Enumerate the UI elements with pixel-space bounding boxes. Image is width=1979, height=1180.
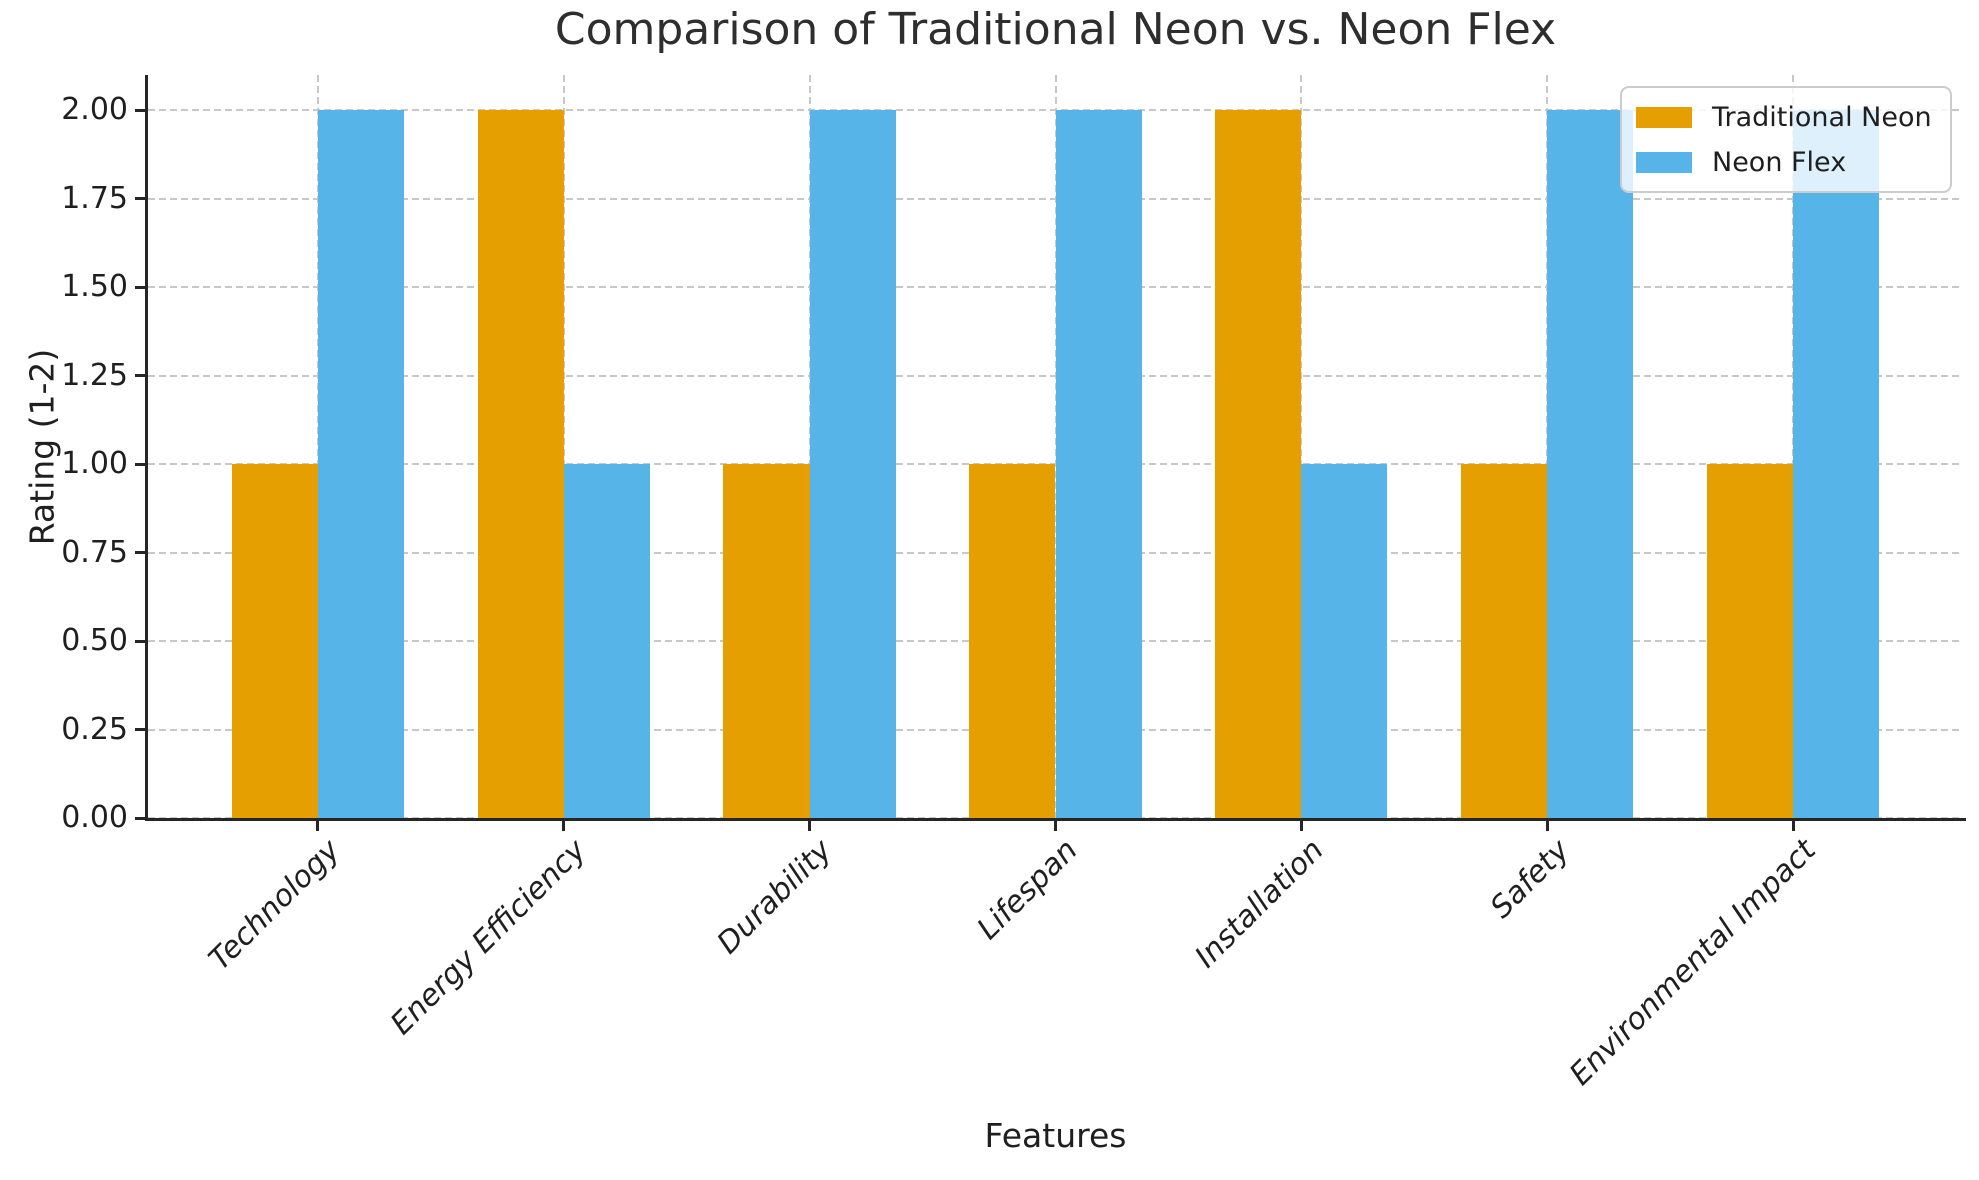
bar — [1793, 110, 1880, 818]
v-gridline — [1054, 75, 1057, 818]
x-tick-label: Environmental Impact — [1563, 832, 1823, 1093]
legend-row: Neon Flex — [1636, 142, 1932, 182]
y-tick-mark — [135, 816, 148, 820]
bar — [1055, 110, 1142, 818]
y-tick-mark — [135, 197, 148, 201]
y-tick-label: 0.50 — [61, 623, 128, 659]
x-tick-label: Safety — [1484, 832, 1577, 926]
chart-title: Comparison of Traditional Neon vs. Neon … — [554, 4, 1557, 55]
y-tick-label: 0.75 — [61, 534, 128, 570]
h-gridline — [148, 463, 1963, 466]
bar — [231, 464, 318, 818]
v-gridline — [1300, 75, 1303, 818]
legend: Traditional Neon Neon Flex — [1620, 86, 1952, 193]
v-gridline — [316, 75, 319, 818]
v-gridline — [808, 75, 811, 818]
legend-label: Traditional Neon — [1712, 101, 1932, 133]
x-tick-mark — [1299, 818, 1303, 831]
x-tick-mark — [808, 818, 812, 831]
x-tick-label: Energy Efficiency — [384, 832, 594, 1042]
x-tick-label: Technology — [202, 832, 348, 978]
bar — [1707, 464, 1794, 818]
y-tick-label: 1.25 — [61, 357, 128, 393]
x-tick-label: Installation — [1188, 832, 1331, 975]
bar — [317, 110, 404, 818]
legend-swatch — [1636, 151, 1692, 173]
bar — [477, 110, 564, 818]
x-tick-mark — [1545, 818, 1549, 831]
x-tick-label: Lifespan — [971, 832, 1085, 947]
x-axis-spine — [145, 818, 1966, 821]
x-axis-label: Features — [984, 1116, 1127, 1155]
y-tick-mark — [135, 728, 148, 732]
y-tick-mark — [135, 285, 148, 289]
y-tick-mark — [135, 639, 148, 643]
bar — [1301, 464, 1388, 818]
bar — [1547, 110, 1634, 818]
v-gridline — [562, 75, 565, 818]
y-tick-label: 0.00 — [61, 800, 128, 835]
y-tick-label: 0.25 — [61, 711, 128, 747]
y-tick-mark — [135, 551, 148, 555]
y-tick-mark — [135, 374, 148, 378]
h-gridline — [148, 728, 1963, 731]
h-gridline — [148, 640, 1963, 643]
bar — [723, 464, 810, 818]
y-tick-label: 1.75 — [61, 180, 128, 216]
bar — [809, 110, 896, 818]
y-tick-label: 1.00 — [61, 446, 128, 482]
h-gridline — [148, 286, 1963, 289]
y-axis-label: Rating (1-2) — [22, 348, 62, 546]
x-tick-mark — [1791, 818, 1795, 831]
bar — [1461, 464, 1548, 818]
x-tick-mark — [316, 818, 320, 831]
x-tick-mark — [562, 818, 566, 831]
bar — [1215, 110, 1302, 818]
h-gridline — [148, 197, 1963, 200]
y-tick-label: 2.00 — [61, 92, 128, 128]
legend-label: Neon Flex — [1712, 146, 1847, 178]
legend-row: Traditional Neon — [1636, 97, 1932, 137]
x-tick-label: Durability — [710, 832, 840, 961]
h-gridline — [148, 374, 1963, 377]
y-axis-spine — [145, 75, 148, 821]
bar — [563, 464, 650, 818]
y-tick-label: 1.50 — [61, 269, 128, 305]
bar — [969, 464, 1056, 818]
legend-swatch — [1636, 106, 1692, 128]
v-gridline — [1546, 75, 1549, 818]
y-tick-mark — [135, 462, 148, 466]
h-gridline — [148, 551, 1963, 554]
y-tick-mark — [135, 108, 148, 112]
h-gridline — [148, 817, 1963, 819]
x-tick-mark — [1054, 818, 1057, 831]
